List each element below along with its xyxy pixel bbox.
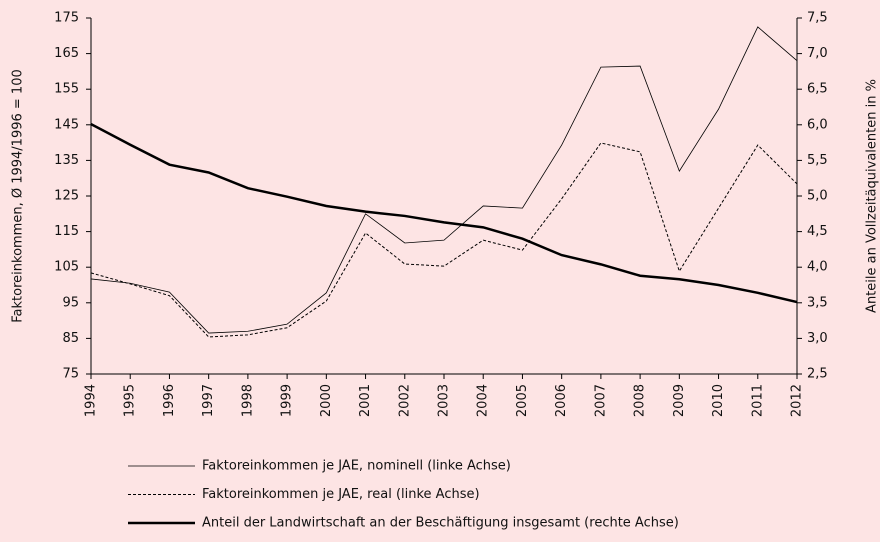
y2-tick-label: 4,0 [807,260,828,275]
y2-tick-label: 6,5 [807,82,828,97]
y-tick-label: 85 [62,331,79,346]
y2-tick-label: 2,5 [807,367,828,382]
y2-tick-label: 3,0 [807,331,828,346]
x-tick-label: 1998 [240,384,255,417]
x-tick-label: 2008 [633,384,648,417]
y2-axis-label: Anteile an Vollzeitäquivalenten in % [865,79,880,313]
y-tick-label: 175 [54,11,79,26]
x-tick-label: 1999 [280,384,295,417]
x-tick-label: 2009 [672,384,687,417]
y-tick-label: 155 [54,82,79,97]
x-tick-label: 2003 [437,384,452,417]
x-tick-label: 2011 [750,384,765,417]
y2-tick-label: 3,5 [807,295,828,310]
y2-tick-label: 5,0 [807,189,828,204]
x-tick-label: 1994 [84,384,99,417]
x-tick-label: 2006 [554,384,569,417]
y2-tick-label: 5,5 [807,153,828,168]
y-tick-label: 165 [54,46,79,61]
y2-tick-label: 7,5 [807,11,828,26]
y-tick-label: 115 [54,224,79,239]
x-tick-label: 2012 [790,384,805,417]
x-tick-label: 2007 [593,384,608,417]
x-tick-label: 2010 [711,384,726,417]
y2-tick-label: 7,0 [807,46,828,61]
x-tick-label: 1997 [201,384,216,417]
y-axis-label: Faktoreinkommen, Ø 1994/1996 = 100 [11,69,26,322]
series-line [90,142,798,338]
x-tick-label: 2001 [358,384,373,417]
y-tick-label: 135 [54,153,79,168]
series-line [90,122,798,304]
x-tick-label: 2002 [397,384,412,417]
y2-tick-label: 6,0 [807,117,828,132]
y-tick-label: 95 [62,295,79,310]
legend-label: Faktoreinkommen je JAE, nominell (linke … [202,459,511,474]
x-tick-label: 1996 [162,384,177,417]
y-tick-label: 145 [54,117,79,132]
legend-label: Faktoreinkommen je JAE, real (linke Achs… [202,487,480,502]
legend-label: Anteil der Landwirtschaft an der Beschäf… [202,516,679,531]
x-tick-label: 2004 [476,384,491,417]
y-tick-label: 105 [54,260,79,275]
series-line [90,26,798,334]
y2-tick-label: 4,5 [807,224,828,239]
y-tick-label: 75 [62,367,79,382]
x-tick-label: 1995 [123,384,138,417]
x-tick-label: 2000 [319,384,334,417]
x-tick-label: 2005 [515,384,530,417]
y-tick-label: 125 [54,189,79,204]
